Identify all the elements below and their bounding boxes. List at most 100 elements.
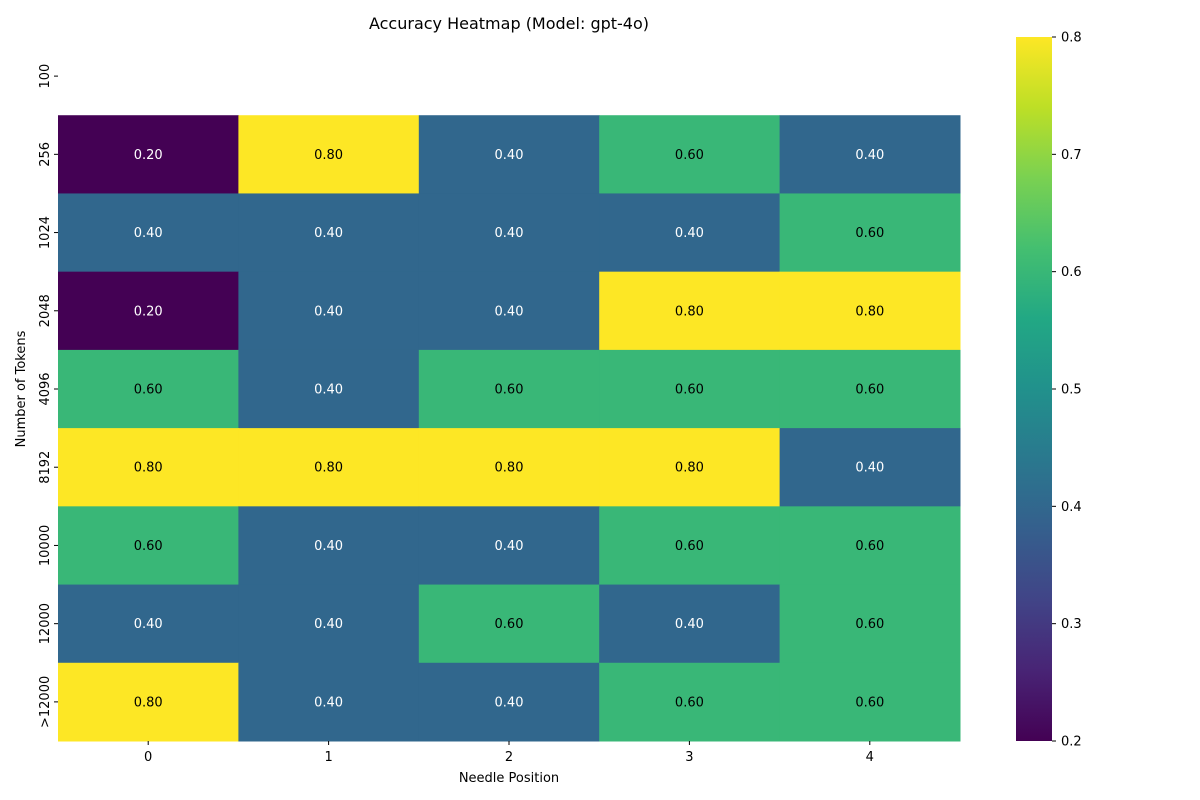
cell-value-label: 0.60 (675, 695, 704, 710)
colorbar: 0.2 0.3 0.4 0.5 0.6 0.7 0.8 (1016, 31, 1082, 750)
heatmap-cell (779, 428, 961, 507)
chart-title: Accuracy Heatmap (Model: gpt-4o) (369, 14, 649, 33)
cell-value-label: 0.60 (855, 226, 884, 241)
heatmap-cell (418, 193, 600, 273)
colorbar-tick-label: 0.5 (1061, 383, 1082, 398)
heatmap-cell (58, 115, 239, 194)
cell-value-label: 0.40 (495, 226, 524, 241)
x-axis-label: Needle Position (459, 771, 559, 786)
cell-value-label: 0.40 (314, 695, 343, 710)
colorbar-tick-label: 0.6 (1061, 265, 1082, 280)
cell-value-label: 0.60 (495, 383, 524, 398)
cell-value-label: 0.40 (495, 539, 524, 554)
cell-value-label: 0.60 (855, 383, 884, 398)
y-tick-label: 1024 (38, 216, 53, 249)
y-tick-label: 100 (38, 64, 53, 89)
cell-value-label: 0.60 (134, 539, 163, 554)
heatmap-cell (599, 115, 781, 194)
heatmap-cell (779, 349, 961, 429)
heatmap-cell (599, 271, 781, 351)
heatmap-cell (599, 428, 781, 507)
cell-value-label: 0.60 (855, 695, 884, 710)
cell-value-label: 0.40 (134, 617, 163, 632)
heatmap-cell (599, 349, 781, 429)
cell-value-label: 0.60 (134, 383, 163, 398)
heatmap-cell (58, 662, 239, 742)
cell-value-label: 0.80 (134, 461, 163, 476)
y-tick-label: 256 (38, 142, 53, 167)
x-tick-label: 0 (144, 750, 152, 765)
heatmap-cell (418, 271, 600, 351)
heatmap-cell (238, 271, 420, 351)
heatmap-cell (58, 271, 239, 351)
y-tick-label: 4096 (38, 372, 53, 405)
cell-value-label: 0.60 (675, 539, 704, 554)
cell-value-label: 0.20 (134, 304, 163, 319)
heatmap-cell (58, 193, 239, 273)
heatmap-cell (418, 584, 600, 664)
y-tick-label: 12000 (38, 603, 53, 644)
x-tick-label: 3 (685, 750, 693, 765)
x-tick-label: 2 (505, 750, 513, 765)
cell-value-label: 0.40 (675, 226, 704, 241)
cell-value-label: 0.20 (134, 148, 163, 163)
heatmap-cell (599, 506, 781, 586)
y-tick-label: >12000 (38, 676, 53, 728)
cell-value-label: 0.40 (314, 226, 343, 241)
cell-value-label: 0.40 (134, 226, 163, 241)
cell-value-label: 0.40 (314, 617, 343, 632)
cell-value-label: 0.60 (495, 617, 524, 632)
heatmap-cell (418, 115, 600, 194)
heatmap-cell (599, 193, 781, 273)
cell-value-label: 0.40 (314, 304, 343, 319)
colorbar-tick-label: 0.7 (1061, 148, 1082, 163)
cell-value-label: 0.60 (675, 383, 704, 398)
colorbar-gradient (1016, 37, 1052, 741)
heatmap-cell (58, 584, 239, 664)
cell-value-label: 0.60 (675, 148, 704, 163)
cell-value-label: 0.80 (675, 461, 704, 476)
heatmap-cell (418, 506, 600, 586)
colorbar-tick-label: 0.2 (1061, 735, 1082, 750)
cell-value-label: 0.40 (855, 461, 884, 476)
x-tick-label: 4 (866, 750, 874, 765)
cell-value-label: 0.80 (855, 304, 884, 319)
heatmap-cell (238, 193, 420, 273)
cell-value-label: 0.80 (495, 461, 524, 476)
y-tick-label: 2048 (38, 294, 53, 327)
y-axis-label: Number of Tokens (14, 330, 29, 447)
heatmap-cells: 0.20 0.80 0.40 0.60 0.40 0.40 0.40 0.40 0.40 0.60… (58, 115, 961, 742)
heatmap-cell (779, 115, 961, 194)
x-tick-label: 1 (324, 750, 332, 765)
cell-value-label: 0.80 (314, 148, 343, 163)
cell-value-label: 0.40 (675, 617, 704, 632)
heatmap-cell (238, 349, 420, 429)
heatmap-cell (779, 584, 961, 664)
cell-value-label: 0.40 (495, 148, 524, 163)
heatmap-cell (779, 506, 961, 586)
colorbar-tick-label: 0.8 (1061, 31, 1082, 46)
cell-value-label: 0.40 (495, 695, 524, 710)
heatmap-cell (58, 428, 239, 507)
cell-value-label: 0.60 (855, 539, 884, 554)
cell-value-label: 0.40 (855, 148, 884, 163)
heatmap-cell (238, 115, 420, 194)
heatmap-cell (779, 271, 961, 351)
colorbar-tick-label: 0.3 (1061, 617, 1082, 632)
heatmap-cell (238, 506, 420, 586)
heatmap-cell (418, 349, 600, 429)
colorbar-tick-label: 0.4 (1061, 500, 1082, 515)
y-tick-label: 10000 (38, 525, 53, 566)
heatmap-cell (418, 428, 600, 507)
heatmap-cell (599, 662, 781, 742)
cell-value-label: 0.40 (314, 539, 343, 554)
cell-value-label: 0.80 (675, 304, 704, 319)
heatmap-cell (599, 584, 781, 664)
cell-value-label: 0.60 (855, 617, 884, 632)
cell-value-label: 0.80 (314, 461, 343, 476)
heatmap-cell (58, 349, 239, 429)
heatmap-cell (238, 662, 420, 742)
heatmap-cell (418, 662, 600, 742)
cell-value-label: 0.40 (495, 304, 524, 319)
heatmap-cell (238, 428, 420, 507)
